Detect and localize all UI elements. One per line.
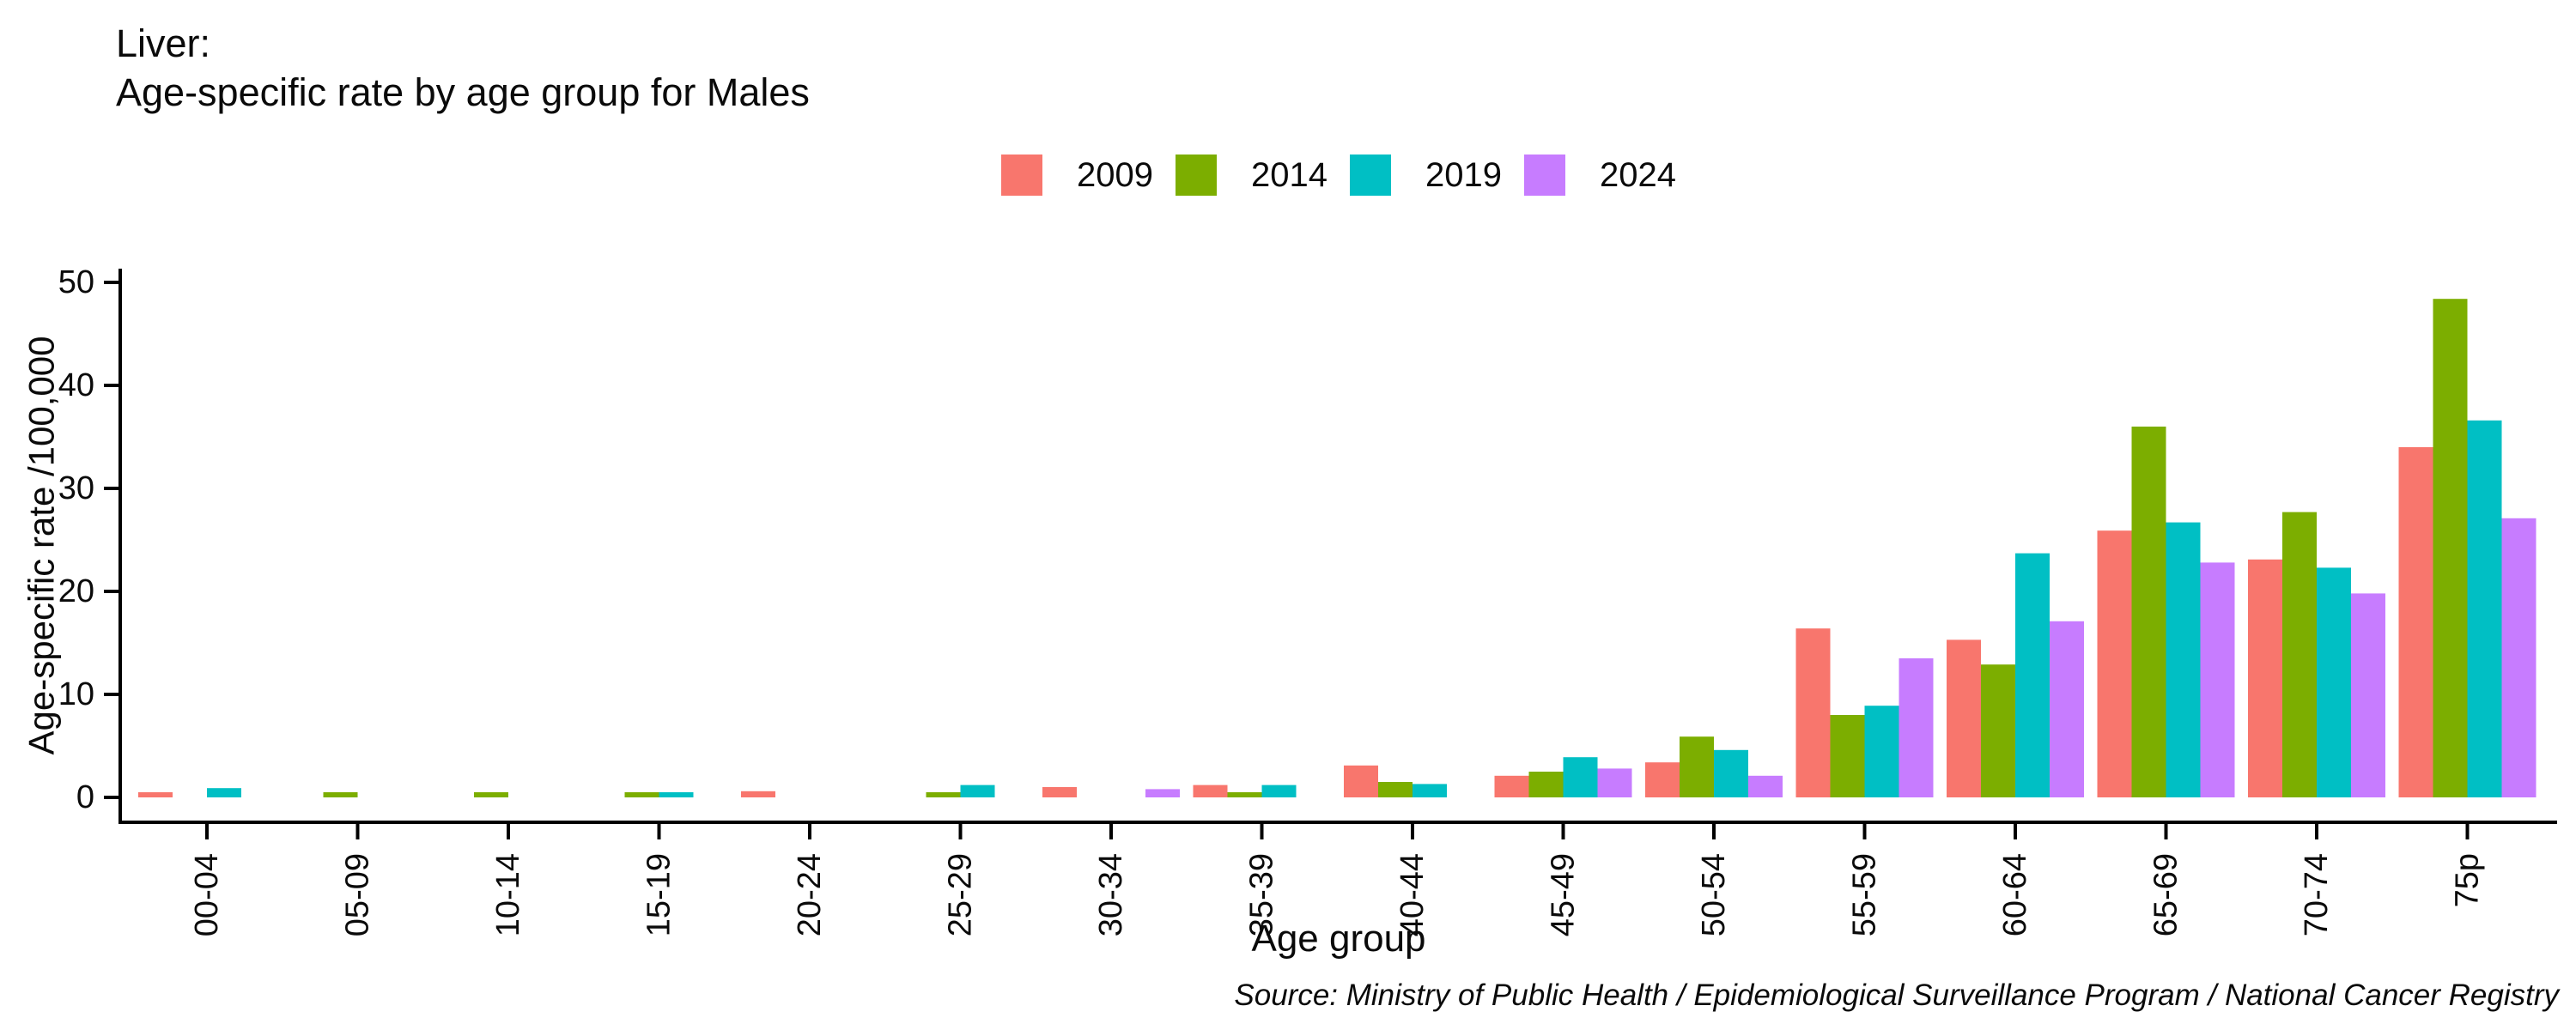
bar-2019-40-44: [1413, 784, 1447, 797]
bar-2014-45-49: [1528, 772, 1564, 797]
bar-2019-75p: [2467, 420, 2502, 797]
x-tick-label: 05-09: [340, 853, 376, 936]
y-tick-label: 30: [58, 470, 94, 506]
source-credit: Source: Ministry of Public Health / Epid…: [1234, 978, 2559, 1012]
bar-2009-75p: [2398, 447, 2433, 797]
x-tick-label: 20-24: [792, 853, 828, 936]
legend-item-2019: 2019: [1350, 154, 1502, 196]
bar-2014-15-19: [624, 792, 659, 797]
y-tick-label: 40: [58, 367, 94, 403]
x-tick-label: 35-39: [1244, 853, 1280, 936]
bar-2019-25-29: [960, 785, 995, 797]
bar-2014-70-74: [2282, 512, 2317, 797]
bar-2024-65-69: [2200, 562, 2235, 797]
bar-2009-20-24: [741, 791, 775, 797]
bar-2024-75p: [2501, 518, 2537, 797]
bar-2009-50-54: [1645, 762, 1680, 797]
bar-2024-55-59: [1899, 658, 1934, 797]
y-axis-title: Age-specific rate /100,000: [21, 336, 62, 755]
bar-2019-70-74: [2317, 567, 2351, 797]
bar-2019-55-59: [1864, 706, 1899, 797]
bar-2024-45-49: [1597, 768, 1632, 797]
y-tick-label: 0: [76, 779, 94, 815]
x-tick-label: 55-59: [1847, 853, 1883, 936]
legend-swatch-2024: [1523, 154, 1565, 196]
legend-swatch-2019: [1350, 154, 1391, 196]
bar-2019-50-54: [1714, 749, 1748, 797]
x-tick-label: 60-64: [1997, 853, 2033, 936]
bar-2014-75p: [2433, 299, 2468, 797]
bar-2009-35-39: [1193, 785, 1228, 797]
bar-2014-65-69: [2131, 427, 2166, 797]
bar-2009-65-69: [2097, 530, 2132, 797]
bar-2019-00-04: [207, 788, 241, 797]
y-tick-label: 50: [58, 264, 94, 300]
bar-2024-50-54: [1748, 775, 1783, 797]
bar-2014-55-59: [1830, 715, 1865, 797]
legend-label-2014: 2014: [1251, 155, 1327, 194]
bar-2014-25-29: [926, 792, 961, 797]
bar-2009-30-34: [1042, 787, 1077, 797]
y-tick-label: 10: [58, 676, 94, 712]
bar-2014-50-54: [1680, 736, 1714, 797]
legend-swatch-2009: [1001, 154, 1043, 196]
x-tick-label: 70-74: [2299, 853, 2335, 936]
chart-title: Liver: Age-specific rate by age group fo…: [116, 19, 810, 117]
chart-title-line2: Age-specific rate by age group for Males: [116, 70, 810, 114]
bar-2024-60-64: [2050, 621, 2084, 797]
bar-2019-35-39: [1261, 785, 1297, 797]
x-tick-label: 50-54: [1696, 853, 1732, 936]
bar-2019-15-19: [659, 792, 694, 797]
bar-2009-45-49: [1494, 775, 1529, 797]
bar-2019-60-64: [2015, 553, 2050, 797]
legend-label-2024: 2024: [1599, 155, 1676, 194]
legend-item-2009: 2009: [1001, 154, 1153, 196]
x-tick-label: 65-69: [2148, 853, 2184, 936]
bar-2009-55-59: [1795, 628, 1831, 797]
legend-item-2014: 2014: [1176, 154, 1327, 196]
legend: 2009 2014 2019 2024: [120, 154, 2557, 196]
bar-2009-60-64: [1947, 639, 1981, 797]
bar-2019-45-49: [1563, 757, 1598, 797]
bar-2024-70-74: [2351, 593, 2385, 797]
bar-2009-00-04: [138, 792, 173, 797]
bar-2014-10-14: [474, 792, 508, 797]
bar-2009-40-44: [1344, 765, 1378, 797]
x-tick-label: 45-49: [1546, 853, 1582, 936]
bar-2024-30-34: [1145, 789, 1180, 797]
x-tick-label: 10-14: [490, 853, 526, 936]
bar-2014-60-64: [1981, 664, 2015, 797]
bar-2014-35-39: [1227, 792, 1262, 797]
bar-2019-65-69: [2166, 522, 2201, 797]
legend-label-2009: 2009: [1077, 155, 1154, 194]
x-tick-label: 40-44: [1394, 853, 1431, 936]
x-tick-label: 00-04: [189, 853, 225, 936]
legend-label-2019: 2019: [1425, 155, 1502, 194]
y-tick-label: 20: [58, 573, 94, 609]
bar-2014-40-44: [1378, 782, 1413, 797]
legend-item-2024: 2024: [1523, 154, 1676, 196]
bar-2014-05-09: [323, 792, 358, 797]
bar-2009-70-74: [2248, 559, 2282, 797]
x-axis-title: Age group: [1251, 918, 1425, 960]
x-tick-label: 15-19: [641, 853, 677, 936]
legend-swatch-2014: [1176, 154, 1218, 196]
x-tick-label: 25-29: [943, 853, 979, 936]
x-tick-label: 75p: [2450, 853, 2486, 907]
x-tick-label: 30-34: [1093, 853, 1129, 936]
chart-title-line1: Liver:: [116, 21, 211, 65]
